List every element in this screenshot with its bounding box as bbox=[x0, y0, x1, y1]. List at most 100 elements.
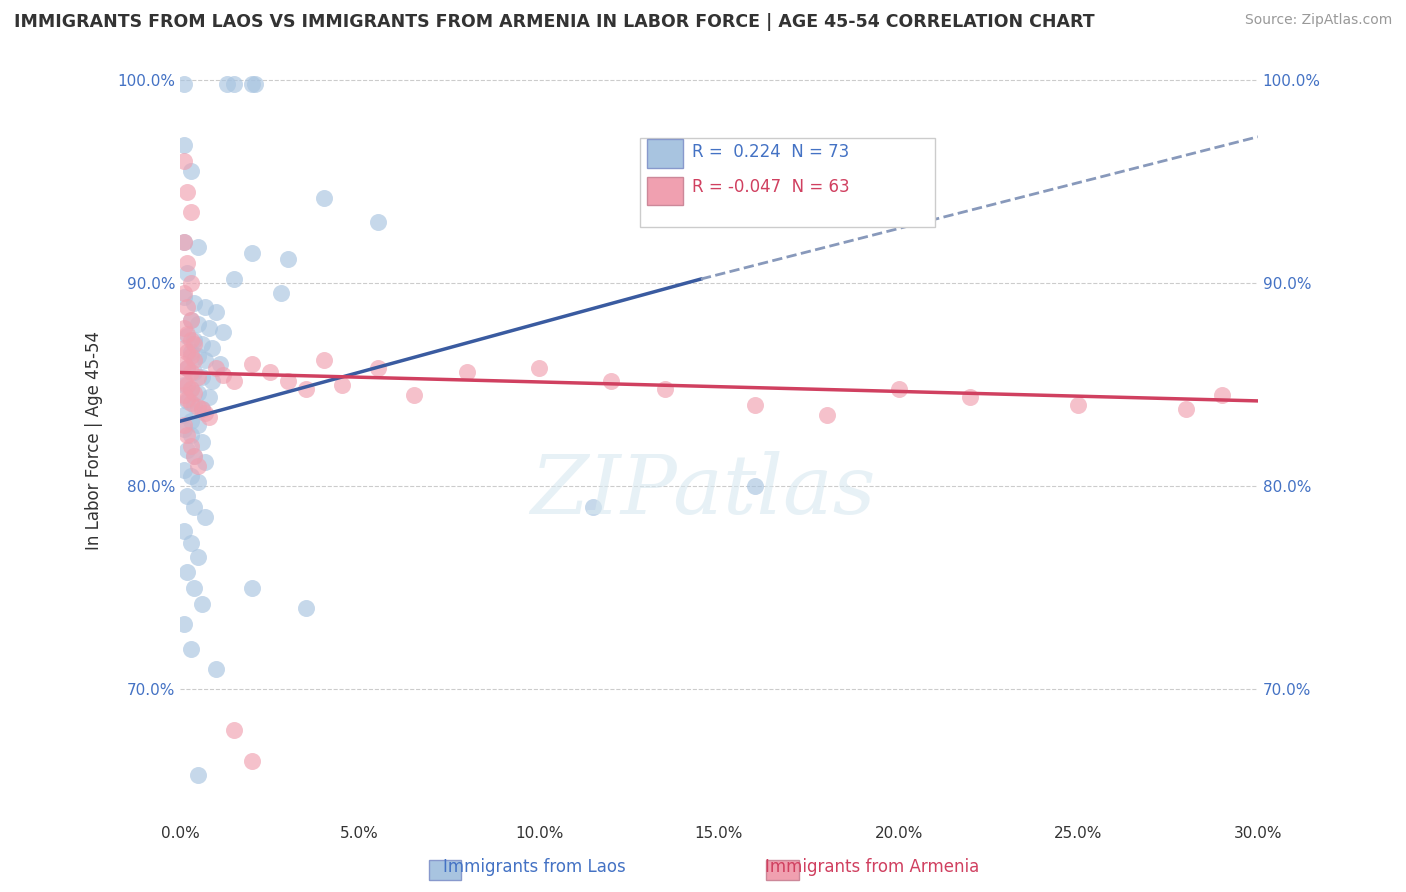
Text: IMMIGRANTS FROM LAOS VS IMMIGRANTS FROM ARMENIA IN LABOR FORCE | AGE 45-54 CORRE: IMMIGRANTS FROM LAOS VS IMMIGRANTS FROM … bbox=[14, 13, 1095, 31]
Point bbox=[201, 341, 224, 355]
Point bbox=[180, 439, 202, 453]
Point bbox=[176, 326, 198, 341]
Point bbox=[529, 361, 551, 376]
Point bbox=[456, 366, 478, 380]
Point bbox=[294, 601, 316, 615]
Point bbox=[180, 333, 202, 347]
Point bbox=[173, 286, 195, 301]
Point bbox=[187, 550, 209, 565]
Point bbox=[180, 396, 202, 410]
Point bbox=[187, 418, 209, 433]
Point bbox=[187, 369, 209, 384]
Point bbox=[240, 245, 263, 260]
Point bbox=[173, 320, 195, 334]
Point bbox=[180, 312, 202, 326]
Point bbox=[198, 320, 221, 334]
Point bbox=[180, 428, 202, 442]
Point bbox=[187, 317, 209, 331]
Point bbox=[176, 392, 198, 406]
Text: Immigrants from Laos: Immigrants from Laos bbox=[443, 858, 626, 876]
Point bbox=[1211, 388, 1233, 402]
Point bbox=[180, 414, 202, 428]
Point bbox=[240, 581, 263, 595]
Point bbox=[176, 185, 198, 199]
Point bbox=[222, 723, 245, 737]
Point bbox=[180, 382, 202, 396]
Y-axis label: In Labor Force | Age 45-54: In Labor Force | Age 45-54 bbox=[86, 331, 103, 550]
Point bbox=[187, 400, 209, 414]
Point bbox=[180, 641, 202, 656]
Point bbox=[582, 500, 605, 514]
Point bbox=[887, 382, 910, 396]
Text: R = -0.047  N = 63: R = -0.047 N = 63 bbox=[692, 178, 849, 196]
Point bbox=[222, 272, 245, 286]
Point bbox=[367, 361, 389, 376]
Point bbox=[183, 581, 205, 595]
Point bbox=[312, 191, 335, 205]
Point bbox=[205, 361, 228, 376]
Point bbox=[205, 304, 228, 318]
Point bbox=[176, 329, 198, 343]
Point bbox=[176, 301, 198, 315]
Point bbox=[212, 368, 235, 382]
Point bbox=[187, 475, 209, 490]
Text: ZIPatlas: ZIPatlas bbox=[530, 450, 876, 531]
Point bbox=[183, 296, 205, 310]
Point bbox=[208, 357, 231, 371]
Point bbox=[180, 205, 202, 219]
Point bbox=[222, 77, 245, 91]
Point bbox=[183, 385, 205, 400]
Point bbox=[176, 565, 198, 579]
Point bbox=[173, 137, 195, 152]
Point bbox=[180, 164, 202, 178]
Point bbox=[173, 418, 195, 433]
Point bbox=[205, 662, 228, 676]
Point bbox=[600, 374, 623, 388]
Point bbox=[183, 449, 205, 463]
Point bbox=[187, 385, 209, 400]
Point bbox=[176, 490, 198, 504]
Point bbox=[198, 390, 221, 404]
Point bbox=[173, 235, 195, 250]
Point bbox=[194, 455, 217, 469]
Point bbox=[201, 374, 224, 388]
Point bbox=[173, 422, 195, 436]
Point bbox=[330, 377, 353, 392]
Point bbox=[744, 479, 766, 493]
Point bbox=[215, 77, 238, 91]
Point bbox=[180, 469, 202, 483]
Point bbox=[176, 393, 198, 408]
Point bbox=[176, 442, 198, 457]
Point bbox=[259, 366, 281, 380]
Point bbox=[173, 377, 195, 392]
Point bbox=[173, 357, 195, 371]
Point bbox=[190, 369, 212, 384]
Point bbox=[173, 290, 195, 304]
Point bbox=[294, 382, 316, 396]
Point bbox=[180, 349, 202, 363]
Point bbox=[198, 410, 221, 425]
Point bbox=[187, 349, 209, 363]
Point bbox=[173, 617, 195, 632]
Point bbox=[173, 341, 195, 355]
Point bbox=[183, 398, 205, 412]
Point bbox=[744, 398, 766, 412]
Point bbox=[959, 390, 981, 404]
Point bbox=[194, 353, 217, 368]
Point bbox=[173, 524, 195, 538]
Point bbox=[312, 353, 335, 368]
Point bbox=[240, 77, 263, 91]
Point bbox=[187, 239, 209, 253]
Point bbox=[654, 382, 676, 396]
Text: Source: ZipAtlas.com: Source: ZipAtlas.com bbox=[1244, 13, 1392, 28]
Point bbox=[183, 500, 205, 514]
Point bbox=[190, 337, 212, 351]
Point bbox=[173, 154, 195, 169]
Point bbox=[176, 256, 198, 270]
Point bbox=[187, 458, 209, 473]
Point bbox=[176, 266, 198, 280]
Point bbox=[176, 428, 198, 442]
Point bbox=[183, 353, 205, 368]
Point bbox=[222, 374, 245, 388]
Point bbox=[190, 597, 212, 611]
